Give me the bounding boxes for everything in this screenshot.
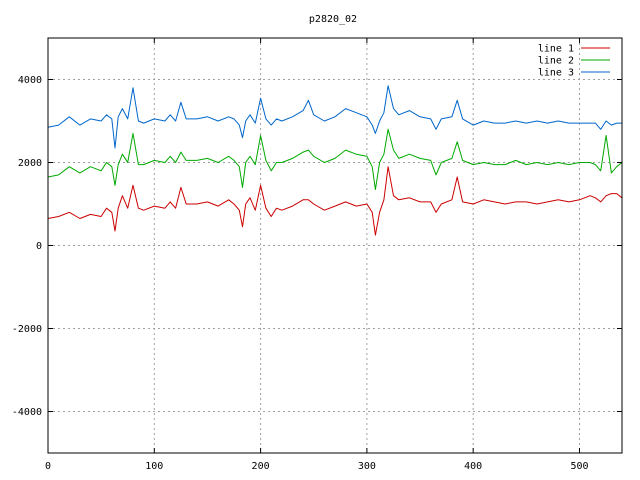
x-tick-label: 500 xyxy=(570,461,588,472)
y-tick-label: 2000 xyxy=(18,158,42,169)
legend-label-1: line 1 xyxy=(538,44,574,55)
legend-label-2: line 2 xyxy=(538,56,574,67)
axis-ticks: 0 100 200 300 400 500 -4000 -2000 0 2000 4000 xyxy=(12,38,622,472)
series-line-1 xyxy=(47,166,623,236)
y-tick-label: -2000 xyxy=(12,324,42,335)
x-tick-label: 400 xyxy=(464,461,482,472)
x-tick-label: 200 xyxy=(252,461,270,472)
y-tick-label: 4000 xyxy=(18,75,42,86)
series-line-2 xyxy=(47,128,623,190)
legend-label-3: line 3 xyxy=(538,68,574,79)
grid xyxy=(48,38,622,453)
chart-title: p2820_02 xyxy=(309,14,357,25)
series-group xyxy=(47,85,623,236)
y-tick-label: -4000 xyxy=(12,407,42,418)
x-tick-label: 300 xyxy=(358,461,376,472)
y-tick-label: 0 xyxy=(36,241,42,252)
x-tick-label: 100 xyxy=(145,461,163,472)
x-tick-label: 0 xyxy=(45,461,51,472)
series-line-3 xyxy=(47,85,622,149)
